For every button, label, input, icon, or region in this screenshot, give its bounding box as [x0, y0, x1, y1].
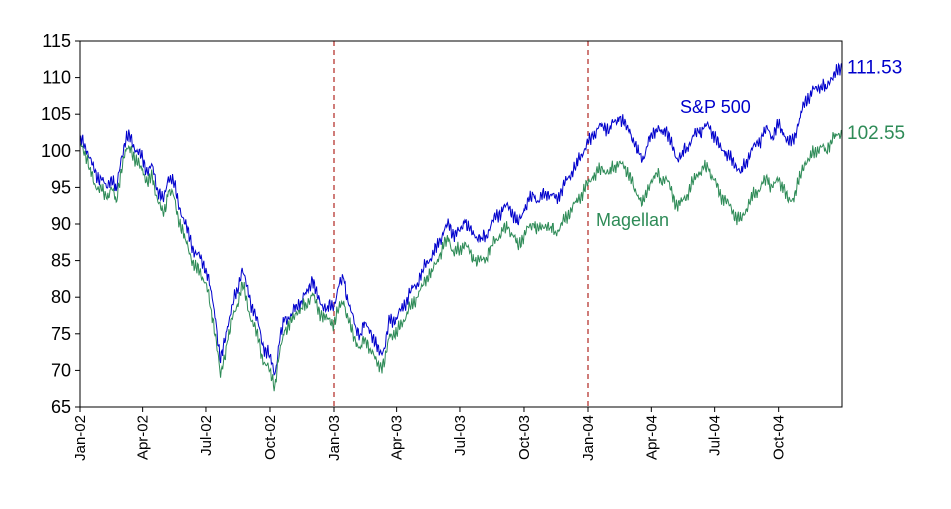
y-tick-label: 95: [51, 177, 71, 197]
x-tick-label: Jan-03: [326, 415, 343, 461]
y-tick-label: 85: [51, 251, 71, 271]
x-tick-label: Jul-04: [707, 415, 724, 456]
x-tick-label: Oct-04: [771, 415, 788, 460]
series-line-magellan: [79, 129, 843, 392]
x-tick-label: Oct-03: [516, 415, 533, 460]
y-tick-label: 80: [51, 287, 71, 307]
y-axis-ticks: 65 70 75 80 85 90 95 100 105 110 115: [41, 31, 80, 417]
series-lines: [79, 62, 843, 392]
x-tick-label: Oct-02: [262, 415, 279, 460]
sp500-end-value: 111.53: [847, 57, 902, 78]
x-tick-label: Jul-03: [452, 415, 469, 456]
x-tick-label: Apr-03: [389, 415, 406, 460]
y-tick-label: 70: [51, 360, 71, 380]
magellan-end-value: 102.55: [847, 123, 905, 144]
y-tick-label: 110: [42, 68, 71, 88]
x-tick-label: Jan-02: [72, 415, 89, 461]
x-tick-label: Jul-02: [198, 415, 215, 456]
magellan-series-label: Magellan: [596, 210, 669, 230]
x-axis-ticks: Jan-02 Apr-02 Jul-02 Oct-02 Jan-03 Apr-03 Jul-…: [72, 407, 788, 461]
y-tick-label: 75: [51, 324, 71, 344]
y-tick-label: 65: [51, 397, 71, 417]
y-tick-label: 115: [42, 31, 71, 51]
x-tick-label: Apr-02: [135, 415, 152, 460]
y-tick-label: 105: [41, 104, 71, 124]
plot-area-frame: [79, 40, 843, 408]
y-tick-label: 90: [51, 214, 71, 234]
series-labels: S&P 500 Magellan 111.53 102.55: [596, 57, 905, 230]
x-tick-label: Apr-04: [643, 415, 660, 460]
sp500-series-label: S&P 500: [680, 97, 751, 117]
reference-lines: [333, 41, 589, 407]
series-line-sp500: [79, 62, 843, 376]
x-tick-label: Jan-04: [580, 415, 597, 461]
y-tick-label: 100: [41, 141, 71, 161]
